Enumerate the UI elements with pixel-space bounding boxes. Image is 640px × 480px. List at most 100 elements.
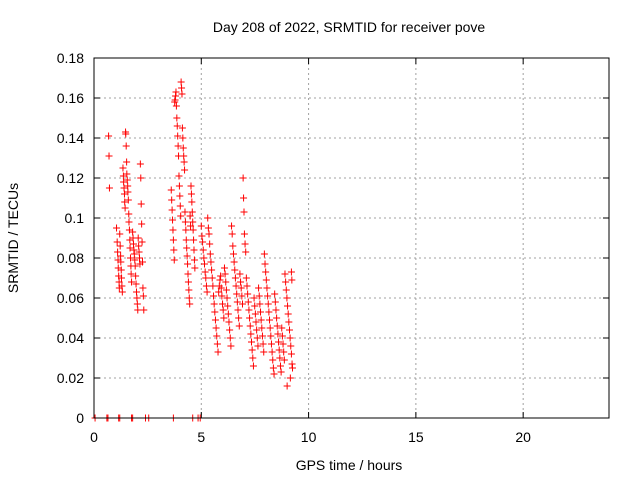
- data-point: [132, 272, 140, 280]
- data-point: [115, 278, 123, 286]
- data-point: [114, 248, 122, 256]
- data-point: [199, 238, 207, 246]
- y-tick-label: 0.16: [57, 90, 84, 106]
- data-point: [222, 286, 230, 294]
- data-point: [208, 274, 216, 282]
- data-point: [131, 256, 139, 264]
- data-point: [237, 278, 245, 286]
- data-point: [179, 144, 187, 152]
- x-tick-label: 15: [408, 429, 424, 445]
- data-point: [270, 370, 278, 378]
- data-point: [203, 288, 211, 296]
- data-point: [208, 266, 216, 274]
- data-point: [237, 284, 245, 292]
- data-point: [278, 324, 286, 332]
- data-point: [217, 272, 225, 280]
- y-axis-label: SRMTID / TECUs: [5, 183, 21, 293]
- data-point: [180, 152, 188, 160]
- data-point: [182, 236, 190, 244]
- data-point: [278, 332, 286, 340]
- data-point: [197, 222, 205, 230]
- data-point: [212, 324, 220, 332]
- data-point: [260, 250, 268, 258]
- data-point: [285, 326, 293, 334]
- data-point: [256, 300, 264, 308]
- plot-frame: [93, 57, 610, 419]
- data-point: [135, 242, 143, 250]
- data-point: [246, 322, 254, 330]
- data-point: [200, 254, 208, 262]
- data-point: [175, 182, 183, 190]
- data-point: [137, 174, 145, 182]
- data-point: [281, 270, 289, 278]
- data-point: [137, 200, 145, 208]
- data-point: [181, 208, 189, 216]
- data-point: [206, 240, 214, 248]
- data-point: [202, 274, 210, 282]
- data-point: [244, 298, 252, 306]
- data-point: [207, 258, 215, 266]
- data-point: [235, 314, 243, 322]
- data-point: [206, 250, 214, 258]
- data-point: [131, 262, 139, 270]
- data-point: [177, 212, 185, 220]
- data-point: [233, 290, 241, 298]
- data-point: [244, 290, 252, 298]
- data-point: [185, 286, 193, 294]
- data-point: [251, 310, 259, 318]
- data-point: [231, 266, 239, 274]
- data-point: [255, 292, 263, 300]
- data-point: [258, 324, 266, 332]
- data-point: [269, 356, 277, 364]
- data-point: [219, 300, 227, 308]
- data-point: [120, 178, 128, 186]
- data-point: [185, 294, 193, 302]
- data-point: [177, 78, 185, 86]
- data-point: [231, 274, 239, 282]
- data-point: [282, 278, 290, 286]
- data-point: [138, 220, 146, 228]
- data-point: [170, 246, 178, 254]
- data-point: [266, 316, 274, 324]
- data-point: [135, 248, 143, 256]
- data-point: [123, 170, 131, 178]
- data-point: [234, 306, 242, 314]
- data-point: [225, 318, 233, 326]
- data-point: [105, 184, 113, 192]
- data-point: [117, 258, 125, 266]
- data-point: [187, 190, 195, 198]
- data-point: [132, 280, 140, 288]
- data-point: [184, 260, 192, 268]
- data-point: [202, 282, 210, 290]
- data-point: [213, 332, 221, 340]
- data-point: [265, 308, 273, 316]
- data-point: [124, 182, 132, 190]
- data-point: [184, 270, 192, 278]
- data-point: [199, 246, 207, 254]
- data-point: [283, 294, 291, 302]
- data-point: [224, 310, 232, 318]
- data-point: [222, 278, 230, 286]
- y-tick-label: 0.12: [57, 170, 84, 186]
- data-point: [267, 332, 275, 340]
- x-tick-label: 5: [197, 429, 205, 445]
- grid: [94, 58, 609, 418]
- x-tick-label: 20: [515, 429, 531, 445]
- data-point: [242, 248, 250, 256]
- data-point: [124, 188, 132, 196]
- data-point: [213, 340, 221, 348]
- data-point: [258, 332, 266, 340]
- data-point: [216, 276, 224, 284]
- y-tick-label: 0: [76, 410, 84, 426]
- data-point: [253, 334, 261, 342]
- data-point: [218, 292, 226, 300]
- data-point: [240, 230, 248, 238]
- data-point: [286, 334, 294, 342]
- data-point: [285, 318, 293, 326]
- data-point: [187, 222, 195, 230]
- tick-labels: 0 0.02 0.04 0.06 0.08 0.1 0.12 0.14 0.16 0.18 0 5 10…: [57, 50, 531, 445]
- data-point: [176, 202, 184, 210]
- data-point: [123, 158, 131, 166]
- data-point: [133, 294, 141, 302]
- data-point: [219, 306, 227, 314]
